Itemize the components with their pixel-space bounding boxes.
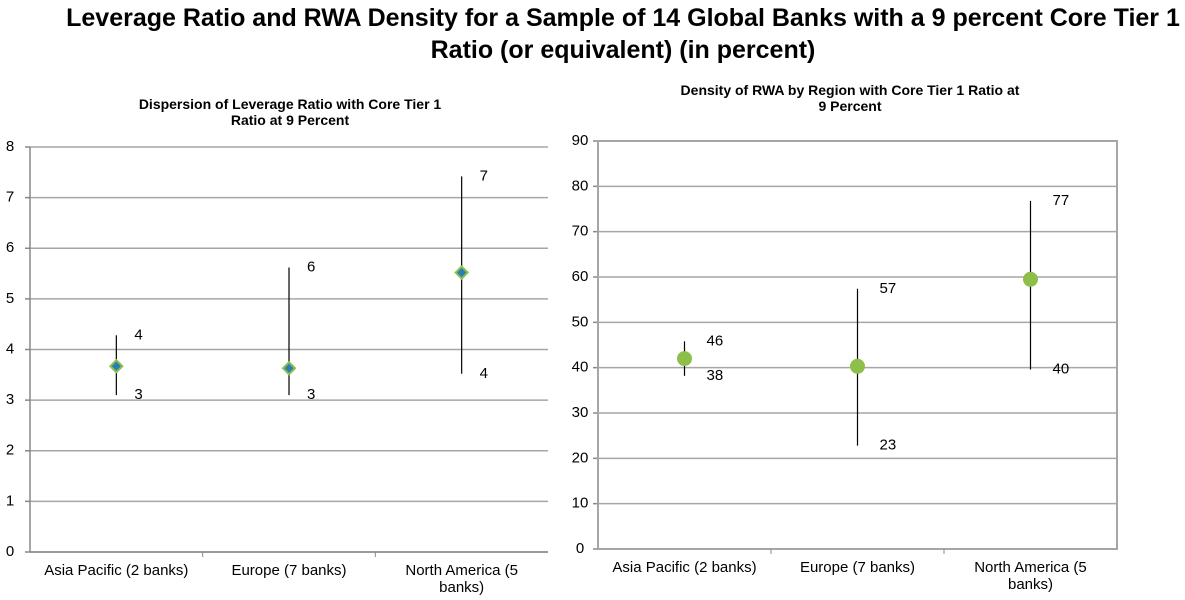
high-label: 77 [1053, 192, 1070, 209]
y-tick-label: 50 [572, 313, 589, 330]
y-tick-label: 0 [6, 543, 14, 560]
y-tick-label: 90 [572, 132, 589, 149]
page-title: Leverage Ratio and RWA Density for a Sam… [66, 4, 1180, 64]
x-tick-label: Europe (7 banks) [799, 559, 916, 576]
high-label: 46 [707, 332, 724, 349]
low-label: 3 [307, 386, 315, 403]
y-tick-label: 40 [572, 359, 589, 376]
mean-marker [850, 358, 865, 374]
chart-title: Dispersion of Leverage Ratio with Core T… [138, 96, 442, 128]
y-tick-label: 0 [576, 540, 584, 557]
y-tick-label: 4 [6, 340, 14, 357]
y-tick-label: 10 [572, 495, 589, 512]
low-label: 3 [134, 386, 142, 403]
high-label: 6 [307, 258, 315, 275]
y-tick-label: 3 [6, 391, 14, 408]
x-tick-label: Europe (7 banks) [231, 562, 347, 579]
x-tick-label: Asia Pacific (2 banks) [612, 559, 757, 576]
low-label: 40 [1053, 360, 1070, 377]
chart-title: Density of RWA by Region with Core Tier … [680, 82, 1020, 114]
y-tick-label: 5 [6, 290, 14, 307]
mean-marker [677, 351, 692, 367]
y-tick-label: 2 [6, 442, 14, 459]
x-tick-label: Asia Pacific (2 banks) [44, 562, 189, 579]
plot-frame [597, 140, 1118, 550]
mean-marker [454, 265, 470, 280]
mean-marker [1023, 271, 1038, 287]
high-label: 7 [480, 167, 488, 184]
low-label: 23 [880, 437, 897, 454]
mean-marker [281, 360, 297, 376]
y-tick-label: 30 [572, 404, 589, 421]
y-tick-label: 80 [572, 177, 589, 194]
y-tick-label: 7 [6, 189, 14, 206]
high-label: 57 [880, 280, 897, 297]
y-tick-label: 60 [572, 268, 589, 285]
y-tick-label: 70 [572, 223, 589, 240]
x-tick-label: North America (5 banks) [974, 559, 1087, 593]
y-tick-label: 20 [572, 449, 589, 466]
low-label: 38 [707, 367, 724, 384]
high-label: 4 [134, 326, 142, 343]
x-tick-label: North America (5 banks) [405, 562, 518, 596]
y-tick-label: 8 [6, 138, 14, 155]
y-tick-label: 1 [6, 492, 14, 509]
y-tick-label: 6 [6, 239, 14, 256]
mean-marker [108, 358, 124, 374]
low-label: 4 [480, 365, 488, 382]
